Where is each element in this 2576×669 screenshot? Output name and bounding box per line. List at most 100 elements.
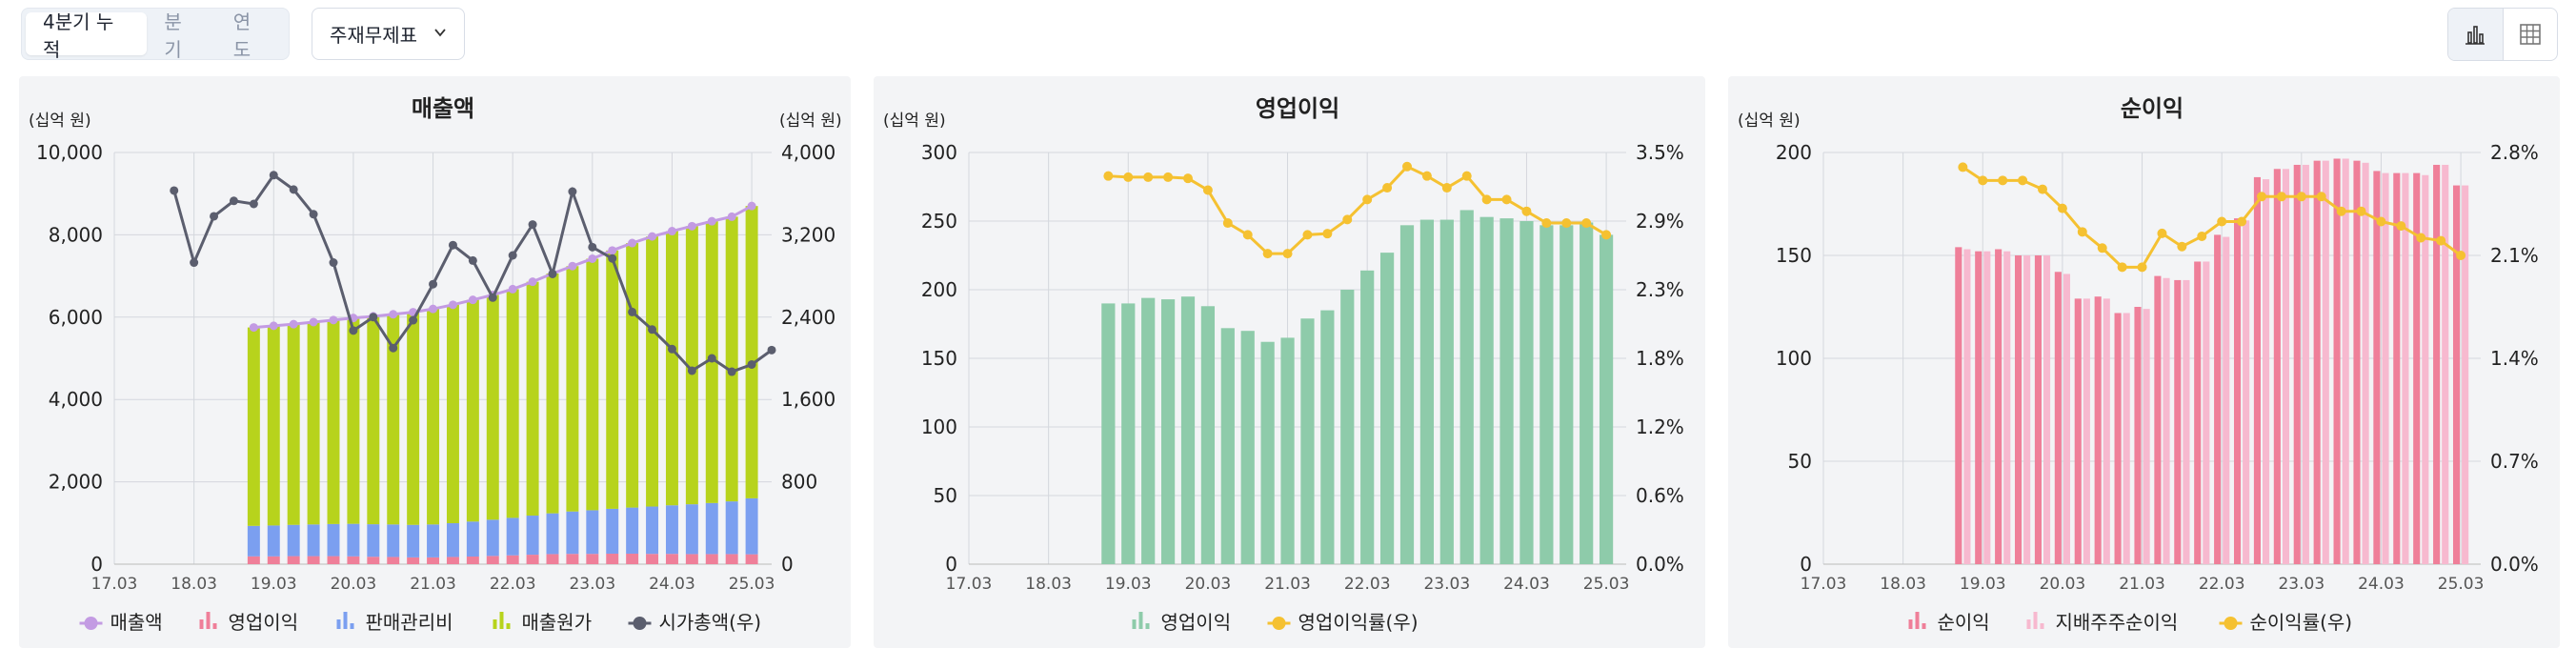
- revenue-point: [727, 212, 736, 221]
- legend-circle-marker: [2224, 617, 2238, 630]
- revenue-point: [269, 321, 278, 331]
- legend-bar-marker: [493, 619, 497, 629]
- legend-bar-marker: [199, 619, 204, 629]
- bar-operating-profit: [1399, 225, 1415, 564]
- market-cap-point: [608, 253, 617, 263]
- x-tick-label: 20.03: [2040, 575, 2086, 594]
- bar-cogs: [486, 294, 499, 520]
- chart-view-button[interactable]: [2448, 9, 2503, 60]
- x-tick-label: 17.03: [1801, 575, 1847, 594]
- bar-cogs: [526, 281, 539, 517]
- revenue-point: [687, 221, 696, 231]
- revenue-point: [249, 323, 258, 333]
- net-margin-point: [2117, 262, 2127, 273]
- table-view-button[interactable]: [2502, 9, 2557, 60]
- market-cap-point: [508, 251, 517, 260]
- operating-margin-point: [1581, 218, 1592, 229]
- bar-controlling-net-income: [2063, 274, 2071, 564]
- bar-operating-profit: [267, 556, 280, 564]
- bar-operating-profit: [347, 556, 360, 564]
- legend-bar-marker: [350, 623, 354, 629]
- bar-operating-profit: [1439, 219, 1454, 564]
- bar-operating-profit: [546, 554, 559, 564]
- net-margin-point: [2416, 233, 2426, 243]
- bar-net-income: [2134, 307, 2142, 564]
- revenue-point: [707, 216, 716, 226]
- bar-operating-profit: [1180, 296, 1196, 564]
- legend-label: 판매관리비: [366, 611, 453, 634]
- legend-label: 매출원가: [522, 611, 593, 634]
- net-margin-point: [2057, 203, 2067, 213]
- left-axis-unit: (십억 원): [883, 112, 946, 131]
- operating-margin-point: [1163, 172, 1174, 182]
- y2-tick-label: 1.8%: [1636, 347, 1684, 370]
- bar-operating-profit: [1519, 221, 1534, 564]
- y-tick-label: 300: [921, 141, 957, 164]
- x-tick-label: 18.03: [171, 575, 217, 594]
- bar-operating-profit: [506, 555, 519, 564]
- y2-tick-label: 2.3%: [1636, 278, 1684, 301]
- bar-operating-profit: [1499, 218, 1514, 564]
- y-tick-label: 2,000: [49, 471, 103, 494]
- bar-sga: [626, 507, 639, 554]
- x-tick-label: 18.03: [1025, 575, 1072, 594]
- bar-operating-profit: [387, 557, 400, 564]
- net-margin-point: [2456, 251, 2466, 260]
- bar-net-income: [2094, 296, 2102, 564]
- legend-label: 순이익률(우): [2250, 611, 2353, 634]
- net-margin-point: [2018, 175, 2028, 186]
- operating-margin-point: [1322, 229, 1333, 239]
- bar-operating-profit: [1280, 337, 1295, 564]
- bar-operating-profit: [586, 554, 599, 564]
- legend-label: 지배주주순이익: [2056, 611, 2179, 634]
- tab-quarter[interactable]: 분기: [164, 10, 182, 61]
- bar-operating-profit: [1101, 303, 1116, 564]
- bar-operating-profit: [1141, 297, 1156, 564]
- bar-operating-profit: [566, 554, 579, 564]
- tab-year[interactable]: 연도: [232, 10, 252, 61]
- y-tick-label: 150: [921, 347, 957, 370]
- bar-controlling-net-income: [1983, 251, 1991, 564]
- legend-label: 영업이익: [229, 611, 299, 634]
- net-margin-point: [2257, 192, 2266, 202]
- bar-sga: [347, 523, 360, 557]
- bar-controlling-net-income: [1963, 249, 1971, 564]
- net-margin-point: [2097, 243, 2107, 253]
- revenue-point: [568, 261, 577, 271]
- bar-controlling-net-income: [2422, 174, 2429, 564]
- bar-operating-profit: [466, 557, 479, 564]
- net-margin-point: [2237, 216, 2247, 227]
- legend-circle-marker: [84, 617, 98, 630]
- net-margin-point: [2197, 231, 2207, 241]
- operating-margin-point: [1202, 185, 1213, 195]
- bar-controlling-net-income: [2003, 251, 2011, 564]
- net-margin-point: [2217, 216, 2227, 227]
- y-tick-label: 200: [921, 278, 957, 301]
- bar-sga: [725, 501, 738, 555]
- x-tick-label: 19.03: [1960, 575, 2006, 594]
- tab-4q-cumulative[interactable]: 4분기 누적: [26, 10, 148, 61]
- statement-select[interactable]: 주재무제표: [312, 8, 465, 60]
- bar-controlling-net-income: [2183, 279, 2190, 564]
- bar-sga: [267, 525, 280, 557]
- market-cap-point: [628, 307, 637, 316]
- net-income-chart: 순이익 (십억 원) 0 50 100 150 200 0.0% 0.7% 1.4% 2.1% 2.8…: [1738, 95, 2539, 634]
- market-cap-point: [389, 343, 398, 353]
- y2-tick-label: 1,600: [781, 388, 835, 411]
- bar-controlling-net-income: [2223, 236, 2230, 564]
- market-cap-point: [648, 325, 657, 334]
- bar-sga: [466, 521, 479, 558]
- x-tick-label: 24.03: [649, 575, 695, 594]
- bar-controlling-net-income: [2123, 313, 2130, 564]
- bar-cogs: [466, 299, 479, 522]
- bar-operating-profit: [1419, 219, 1435, 564]
- bar-operating-profit: [1320, 310, 1335, 564]
- bar-operating-profit: [1379, 253, 1395, 564]
- bar-cogs: [586, 258, 599, 511]
- y-tick-label: 0: [945, 553, 957, 576]
- revenue-point: [528, 277, 537, 287]
- net-margin-point: [2157, 228, 2167, 238]
- x-tick-label: 24.03: [1503, 575, 1550, 594]
- x-tick-label: 19.03: [1105, 575, 1152, 594]
- bar-net-income: [2054, 272, 2062, 564]
